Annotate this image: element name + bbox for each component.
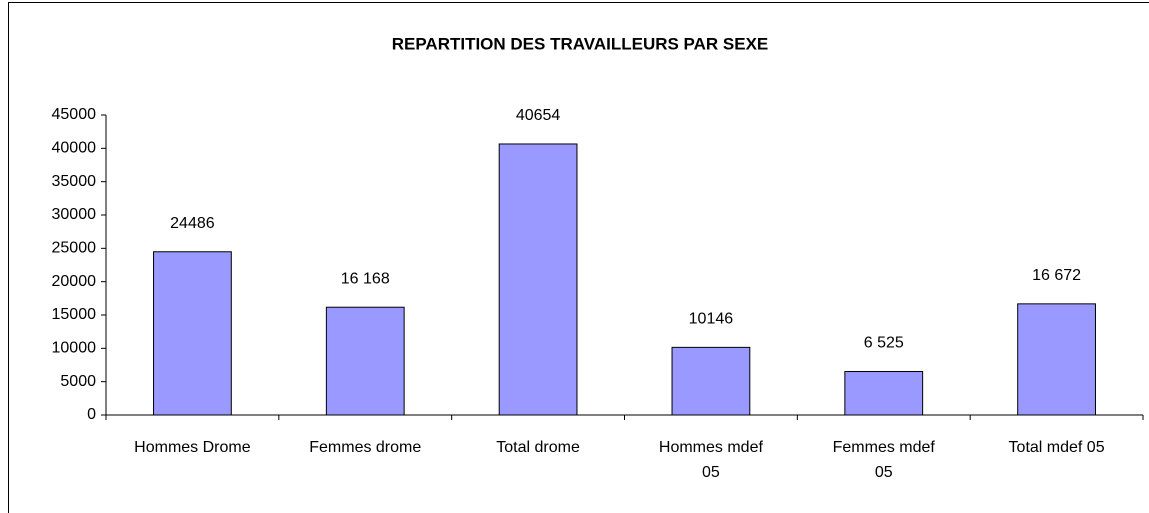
bar — [153, 251, 232, 416]
x-tick-label: Total mdef 05 — [1008, 439, 1105, 456]
x-tick-label: Hommes mdef 05 — [658, 439, 763, 481]
chart-title: REPARTITION DES TRAVAILLEURS PAR SEXE — [392, 34, 769, 53]
y-tick-label: 5000 — [60, 373, 96, 390]
y-tick-label: 45000 — [52, 106, 97, 123]
y-tick-label: 40000 — [52, 140, 97, 157]
bar — [325, 306, 405, 416]
bar — [671, 346, 751, 416]
y-tick-label: 15000 — [52, 306, 97, 323]
data-label: 40654 — [516, 107, 561, 124]
y-tick-label: 30000 — [52, 206, 97, 223]
y-tick-label: 35000 — [52, 173, 97, 190]
x-tick-label: Femmes mdef 05 — [832, 439, 935, 481]
bar — [498, 143, 578, 416]
x-tick-label: Total drome — [496, 439, 580, 456]
y-tick-label: 0 — [87, 406, 96, 423]
bar — [1017, 303, 1096, 416]
data-label: 16 672 — [1032, 267, 1081, 284]
y-tick-label: 10000 — [52, 340, 97, 357]
data-label: 24486 — [170, 215, 215, 232]
data-label: 6 525 — [864, 335, 904, 352]
x-tick-label: Hommes Drome — [134, 439, 251, 456]
y-tick-label: 25000 — [52, 240, 97, 257]
x-tick-label: Femmes drome — [309, 439, 422, 456]
data-label: 16 168 — [341, 270, 390, 287]
data-label: 10146 — [689, 311, 734, 328]
bar — [844, 371, 924, 416]
y-tick-label: 20000 — [52, 273, 97, 290]
